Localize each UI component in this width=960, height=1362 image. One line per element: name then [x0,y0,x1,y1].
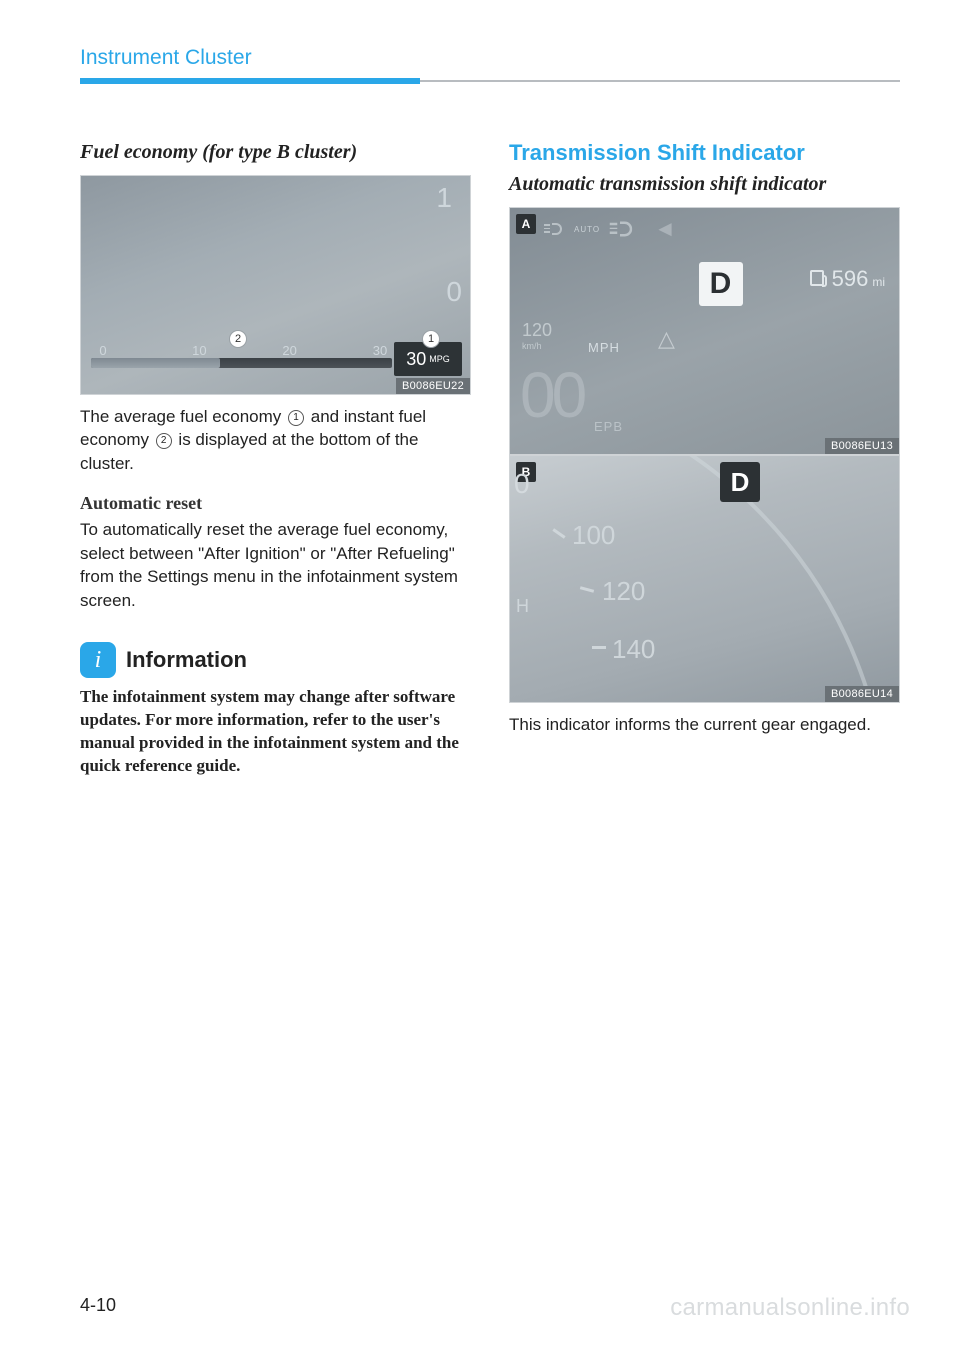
range-unit: mi [872,275,885,289]
right-column: Transmission Shift Indicator Automatic t… [509,140,900,778]
fuel-pump-icon [810,270,824,286]
fuel-economy-paragraph: The average fuel economy 1 and instant f… [80,405,471,475]
page-header: Instrument Cluster [80,46,900,70]
high-beam-icon [610,222,633,237]
edge-zero: 0 [514,468,530,500]
figure-label-a: B0086EU13 [825,438,899,454]
low-beam-icon [544,223,562,235]
figure-fuel-economy: 1 0 0 10 20 30 30 MPG 1 2 B0086EU22 [80,175,471,395]
h-mark: H [516,596,529,617]
auto-trans-subtitle: Automatic transmission shift indicator [509,172,900,197]
header-rule-accent [80,78,420,84]
kmh-value: 120 [522,320,552,340]
header-rule [80,80,900,82]
scale-tick-20: 20 [282,343,296,358]
transmission-section-title: Transmission Shift Indicator [509,140,900,166]
warning-triangle-icon: △ [658,326,675,352]
range-value: 596 [832,266,869,292]
dial-number-1: 1 [436,182,452,214]
information-body: The infotainment system may change after… [80,686,471,778]
para1-a: The average fuel economy [80,407,286,426]
mph-label: MPH [588,340,620,355]
speed-100: 100 [572,520,615,551]
scale-tick-10: 10 [192,343,206,358]
figure-shift-b: B D 0 100 120 140 H B0086EU14 [509,455,900,703]
figure-label-1: B0086EU22 [396,378,470,394]
speedo-arc [509,455,890,703]
information-heading-row: i Information [80,642,471,678]
figure-tag-a: A [516,214,536,234]
callout-badge-2: 2 [229,330,247,348]
fuel-economy-title: Fuel economy (for type B cluster) [80,140,471,165]
information-title: Information [126,647,247,673]
mpg-value: 30 [406,349,426,370]
inline-badge-1: 1 [288,410,304,426]
epb-label: EPB [594,419,623,434]
auto-label: AUTO [574,225,600,234]
gear-indicator-a: D [699,262,743,306]
left-column: Fuel economy (for type B cluster) 1 0 0 … [80,140,471,778]
figure-shift-a: A AUTO ◄ D 596 mi 120 km/h MPH [509,207,900,455]
figure-label-b: B0086EU14 [825,686,899,702]
fuel-range: 596 mi [810,266,885,292]
scale-fill [91,358,220,368]
mpg-unit: MPG [429,355,450,364]
speed-140: 140 [612,634,655,665]
tick-3 [592,646,606,649]
automatic-reset-body: To automatically reset the average fuel … [80,518,471,612]
scale-tick-30: 30 [373,343,387,358]
speed-120: 120 [602,576,645,607]
callout-badge-1: 1 [422,330,440,348]
dial-number-0: 0 [446,276,462,308]
turn-left-icon: ◄ [654,216,676,242]
info-icon: i [80,642,116,678]
watermark: carmanualsonline.info [670,1294,910,1322]
scale-tick-0: 0 [99,343,106,358]
gear-indicator-b: D [720,462,760,502]
speed-segments: 00 [520,358,583,432]
automatic-reset-title: Automatic reset [80,493,471,514]
kmh-readout: 120 km/h [522,320,552,351]
kmh-unit: km/h [522,341,552,351]
top-indicator-row: AUTO ◄ [544,216,676,242]
page-number: 4-10 [80,1295,116,1316]
shift-caption: This indicator informs the current gear … [509,713,900,736]
inline-badge-2: 2 [156,433,172,449]
